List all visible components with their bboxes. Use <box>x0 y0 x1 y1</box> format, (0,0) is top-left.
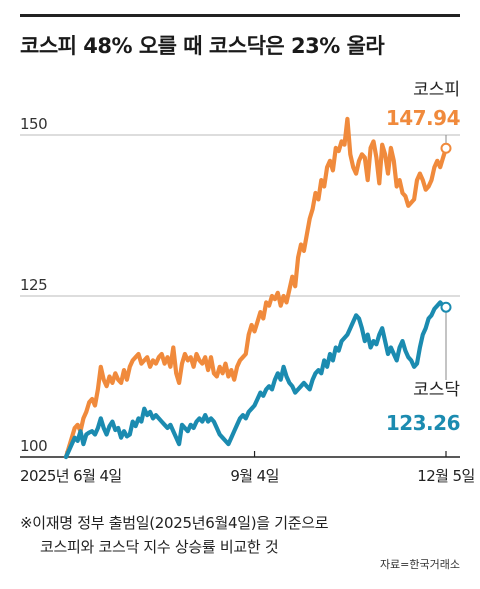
line-chart: 100 125 150 2025년 6월 4일 9월 4일 12월 5일 코스피 147.94… <box>20 80 475 485</box>
y-tick-label-150: 150 <box>20 115 47 133</box>
series-name-kospi: 코스피 <box>413 80 460 100</box>
series-line-kospi <box>63 116 449 460</box>
x-tick-label-0: 2025년 6월 4일 <box>20 467 122 485</box>
end-marker-kosdaq <box>440 301 452 313</box>
y-tick-label-125: 125 <box>20 276 47 294</box>
chart-title: 코스피 48% 오를 때 코스닥은 23% 올라 <box>20 34 385 58</box>
series-line-kosdaq <box>63 300 449 460</box>
end-value-kosdaq: 123.26 <box>386 411 460 435</box>
series-name-kosdaq: 코스닥 <box>413 380 460 400</box>
footnote-line-2: 코스피와 코스닥 지수 상승률 비교한 것 <box>40 538 279 556</box>
footnote-line-1: ※이재명 정부 출범일(2025년6월4일)을 기준으로 <box>20 514 329 532</box>
y-tick-label-100: 100 <box>20 437 47 455</box>
end-marker-kospi <box>440 142 452 154</box>
end-value-kospi: 147.94 <box>386 106 460 130</box>
x-tick-label-1: 9월 4일 <box>230 467 278 485</box>
x-tick-label-2: 12월 5일 <box>417 467 474 485</box>
data-source: 자료=한국거래소 <box>379 558 460 571</box>
title-rule <box>20 14 460 17</box>
